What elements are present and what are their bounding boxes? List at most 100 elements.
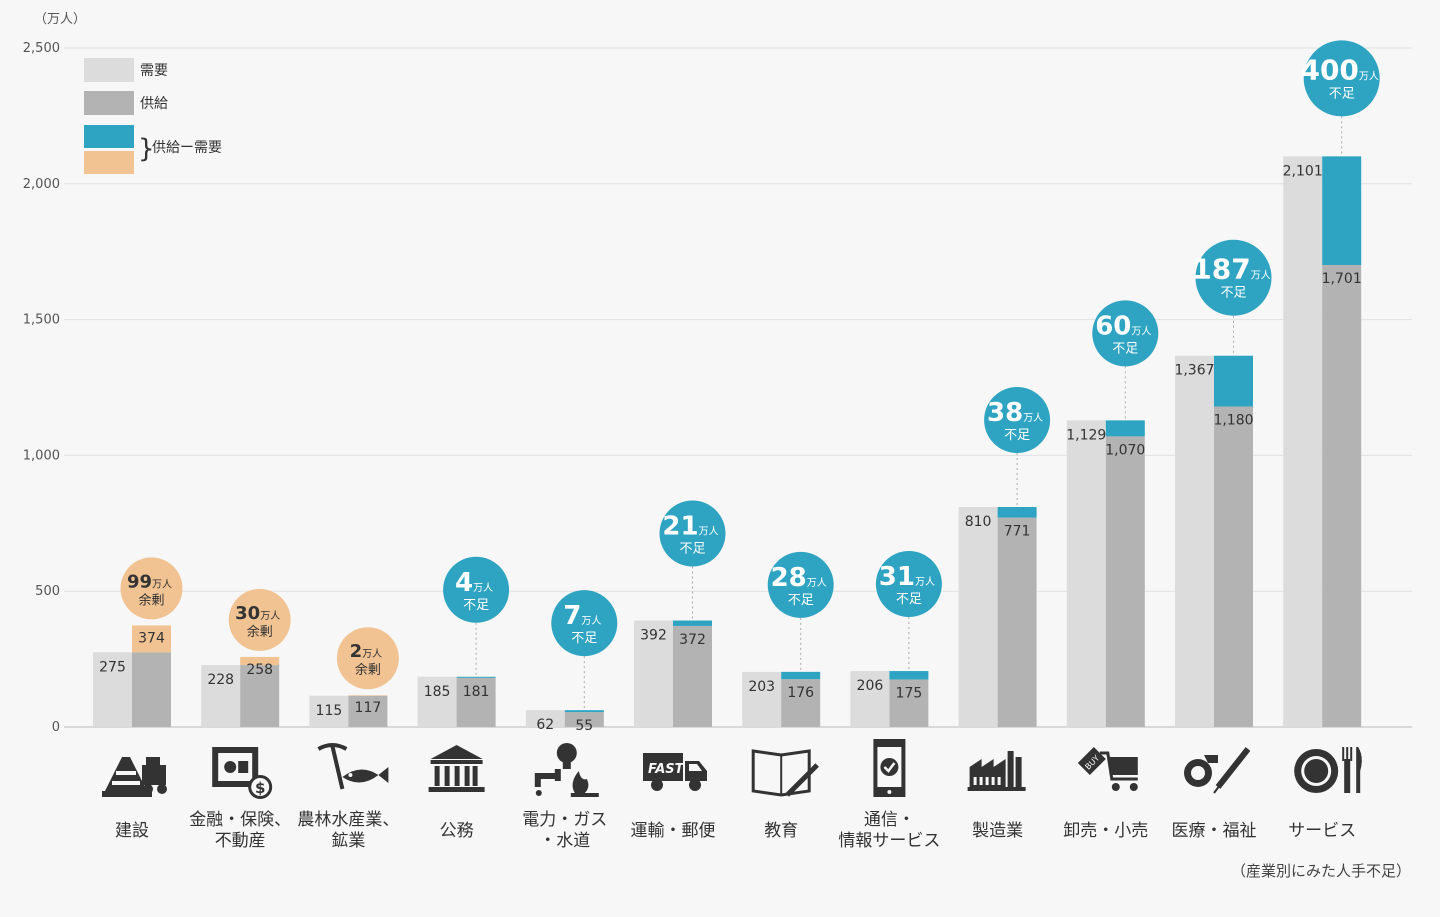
badge-value: 4万人 — [455, 568, 493, 598]
icon-shape — [1213, 784, 1221, 794]
icon-shape — [1129, 783, 1138, 791]
shortage-segment — [997, 507, 1037, 518]
icon-shape: $ — [255, 779, 265, 797]
demand-value-label: 228 — [207, 672, 234, 688]
shortage-segment — [1322, 156, 1362, 266]
icon-shape — [689, 779, 701, 791]
supply-bar — [348, 695, 388, 727]
safe-icon: $ — [212, 747, 273, 799]
badge-circle — [551, 590, 618, 657]
icon-shape — [1111, 783, 1120, 791]
category-label: 製造業 — [972, 821, 1023, 841]
category-label: 教育 — [764, 821, 798, 841]
supply-bar — [889, 679, 929, 727]
demand-value-label: 206 — [857, 678, 884, 694]
icon-shape — [348, 773, 353, 777]
y-tick-label: 2,000 — [23, 177, 60, 192]
supply-value-label: 175 — [896, 685, 923, 701]
badge-number: 4 — [455, 568, 473, 598]
badge-status: 不足 — [788, 593, 814, 608]
badge-unit: 万人 — [473, 582, 493, 594]
icon-shape — [651, 779, 663, 791]
icon-shape — [444, 766, 450, 786]
badge-status: 不足 — [1004, 428, 1030, 443]
icon-shape — [143, 784, 153, 794]
icon-shape — [317, 743, 348, 790]
badge-unit: 万人 — [699, 526, 719, 538]
supply-value-label: 771 — [1004, 524, 1031, 540]
badge-unit: 万人 — [1131, 325, 1151, 337]
demand-bar — [742, 671, 782, 727]
category-group: 1,367 1,180 — [1174, 355, 1254, 727]
icon-shape — [887, 790, 892, 794]
badge-status: 不足 — [463, 598, 489, 613]
icon-shape — [991, 777, 995, 785]
supply-bar — [456, 677, 496, 727]
badge-value: 31万人 — [879, 562, 935, 592]
category-label-line: ・水道 — [539, 831, 590, 851]
icon-shape — [1191, 766, 1205, 780]
shortage-segment — [1105, 420, 1145, 437]
badge-unit: 万人 — [1359, 70, 1379, 82]
icon-shape — [146, 757, 160, 767]
category-label-line: 情報サービス — [838, 831, 940, 851]
shortage-segment — [564, 710, 604, 713]
badge-number: 31 — [879, 562, 915, 592]
category-label: 電力・ガス・水道 — [522, 810, 607, 851]
demand-bar — [309, 695, 349, 727]
category-label: 公務 — [440, 821, 474, 841]
supply-bar — [1105, 436, 1145, 727]
category-group: 810 771 — [958, 507, 1037, 727]
legend: 需要 供給 } 供給ー需要 — [84, 58, 222, 174]
badge-unit: 万人 — [915, 576, 935, 588]
icon-shape — [689, 764, 702, 771]
badge-status: 不足 — [1112, 341, 1138, 356]
demand-bar — [634, 620, 673, 727]
shortage-segment — [1214, 355, 1253, 407]
icon-shape — [1350, 747, 1353, 761]
icon-shape — [570, 793, 599, 797]
demand-value-label: 392 — [640, 628, 667, 644]
badge-number: 187 — [1192, 253, 1250, 286]
badge-unit: 万人 — [1251, 270, 1271, 282]
badge-circle — [659, 500, 726, 567]
badge-unit: 万人 — [152, 578, 172, 590]
category-label: サービス — [1288, 821, 1356, 841]
icon-shape — [1344, 759, 1351, 793]
icon-shape — [556, 743, 577, 763]
icon-shape — [112, 771, 140, 785]
icon-shape — [969, 759, 1006, 789]
icon-shape — [1204, 755, 1218, 763]
demand-value-label: 2,101 — [1283, 163, 1323, 179]
badge-status: 不足 — [1220, 286, 1246, 301]
icon-shape — [534, 769, 561, 787]
badge-value: 28万人 — [771, 563, 827, 593]
icon-shape — [572, 771, 589, 793]
badge-status: 余剰 — [247, 624, 273, 640]
demand-bar — [525, 710, 565, 727]
icon-shape — [997, 777, 1001, 785]
construction-icon — [102, 757, 167, 797]
badge-number: 21 — [662, 512, 698, 542]
surplus-segment — [348, 695, 388, 696]
y-tick-label: 1,000 — [23, 448, 60, 463]
supply-bar — [240, 665, 280, 727]
category-label: 金融・保険、不動産 — [189, 810, 291, 851]
shortage-segment — [781, 671, 821, 680]
y-axis-ticks: 0 500 1,000 1,500 2,000 2,500 — [23, 41, 60, 735]
book-icon — [751, 749, 819, 797]
badge-number: 28 — [771, 563, 807, 593]
icon-shape — [785, 763, 819, 797]
category-group: 392 372 — [634, 620, 712, 727]
utilities-icon — [534, 743, 599, 797]
shopping-cart-icon: BUY — [1077, 747, 1138, 791]
surplus-segment — [132, 625, 171, 653]
badge-value: 400万人 — [1300, 53, 1378, 86]
badge-value: 38万人 — [987, 398, 1043, 428]
icon-shape — [1356, 747, 1362, 793]
